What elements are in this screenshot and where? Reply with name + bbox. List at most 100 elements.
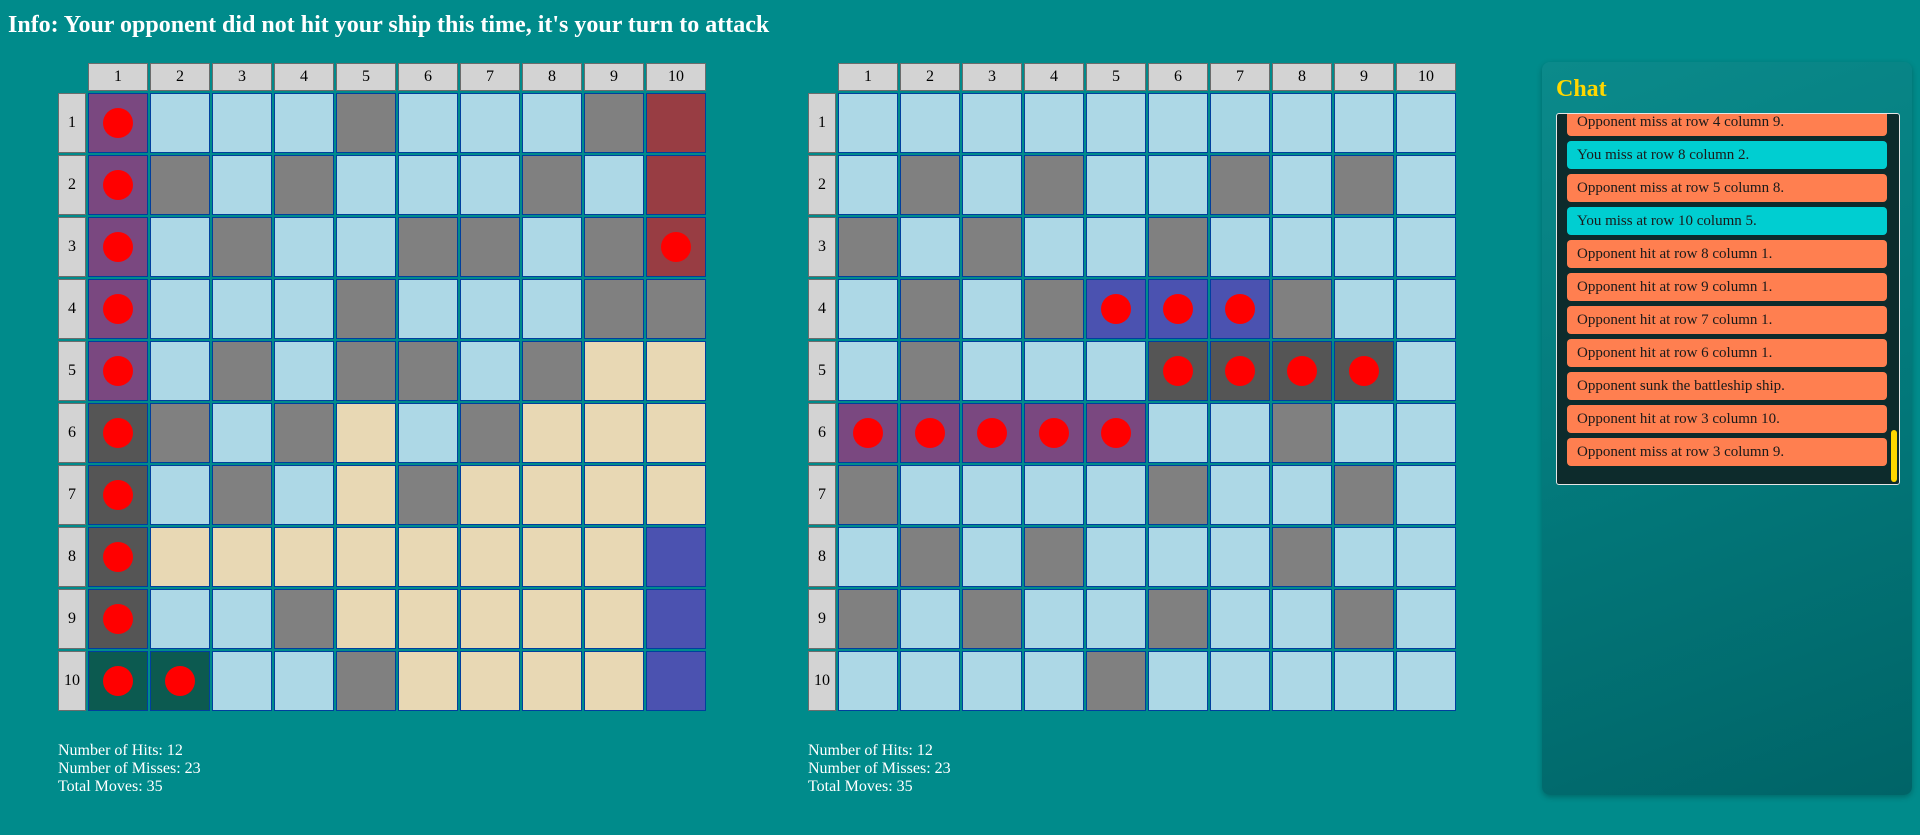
grid-cell[interactable] [1396,155,1456,215]
grid-cell[interactable] [1148,279,1208,339]
grid-cell[interactable] [900,527,960,587]
grid-cell[interactable] [1148,341,1208,401]
grid-cell[interactable] [1396,279,1456,339]
grid-cell[interactable] [1334,279,1394,339]
grid-cell[interactable] [1396,341,1456,401]
grid-cell[interactable] [1272,341,1332,401]
grid-cell[interactable] [1148,93,1208,153]
grid-cell[interactable] [838,217,898,277]
grid-cell[interactable] [900,279,960,339]
grid-cell[interactable] [1148,155,1208,215]
grid-cell[interactable] [1148,403,1208,463]
grid-cell[interactable] [1210,93,1270,153]
grid-cell[interactable] [1086,279,1146,339]
grid-cell[interactable] [1210,341,1270,401]
grid-cell[interactable] [838,93,898,153]
grid-cell[interactable] [1024,279,1084,339]
grid-cell[interactable] [962,527,1022,587]
grid-cell[interactable] [1272,465,1332,525]
grid-cell[interactable] [1334,589,1394,649]
grid-cell[interactable] [1334,155,1394,215]
grid-cell[interactable] [1024,527,1084,587]
grid-cell[interactable] [1210,465,1270,525]
chat-scrollbar[interactable] [1891,430,1897,482]
grid-cell[interactable] [962,651,1022,711]
grid-cell[interactable] [1024,651,1084,711]
grid-cell[interactable] [1210,403,1270,463]
grid-cell[interactable] [1086,341,1146,401]
grid-cell[interactable] [1272,155,1332,215]
grid-cell[interactable] [900,465,960,525]
grid-cell[interactable] [1086,465,1146,525]
grid-cell[interactable] [1024,589,1084,649]
grid-cell[interactable] [838,403,898,463]
grid-cell[interactable] [1396,465,1456,525]
grid-cell[interactable] [1334,527,1394,587]
grid-cell[interactable] [1086,527,1146,587]
grid-cell[interactable] [1210,279,1270,339]
grid-cell[interactable] [1272,589,1332,649]
grid-cell[interactable] [1086,589,1146,649]
grid-cell[interactable] [962,279,1022,339]
grid-cell[interactable] [1396,93,1456,153]
grid-cell[interactable] [1210,651,1270,711]
grid-cell[interactable] [900,341,960,401]
grid-cell[interactable] [1148,651,1208,711]
grid-cell[interactable] [1272,93,1332,153]
grid-cell[interactable] [962,403,1022,463]
grid-cell[interactable] [1334,217,1394,277]
grid-cell[interactable] [1024,465,1084,525]
grid-cell[interactable] [1272,527,1332,587]
grid-cell[interactable] [1334,341,1394,401]
grid-cell[interactable] [1272,651,1332,711]
grid-cell[interactable] [962,465,1022,525]
grid-cell[interactable] [1148,217,1208,277]
grid-cell[interactable] [1024,155,1084,215]
grid-cell[interactable] [1148,589,1208,649]
grid-cell[interactable] [1024,217,1084,277]
grid-cell[interactable] [838,465,898,525]
grid-cell[interactable] [1210,527,1270,587]
grid-cell[interactable] [900,403,960,463]
grid-cell[interactable] [1210,217,1270,277]
grid-cell[interactable] [838,155,898,215]
grid-cell[interactable] [962,217,1022,277]
grid-cell[interactable] [838,651,898,711]
grid-cell[interactable] [962,93,1022,153]
grid-cell[interactable] [838,279,898,339]
grid-cell[interactable] [962,341,1022,401]
grid-cell[interactable] [1272,217,1332,277]
grid-cell[interactable] [962,589,1022,649]
grid-cell[interactable] [838,341,898,401]
grid-cell[interactable] [1086,217,1146,277]
grid-cell[interactable] [1148,527,1208,587]
grid-cell[interactable] [1334,465,1394,525]
grid-cell[interactable] [1086,403,1146,463]
grid-cell[interactable] [962,155,1022,215]
grid-cell[interactable] [1334,93,1394,153]
grid-cell[interactable] [1334,651,1394,711]
grid-cell[interactable] [900,651,960,711]
grid-cell[interactable] [1272,279,1332,339]
grid-cell[interactable] [1396,217,1456,277]
grid-cell[interactable] [900,155,960,215]
grid-cell[interactable] [1210,155,1270,215]
grid-cell[interactable] [1272,403,1332,463]
grid-cell[interactable] [1086,93,1146,153]
grid-cell[interactable] [1396,589,1456,649]
grid-cell[interactable] [1396,403,1456,463]
grid-cell[interactable] [900,589,960,649]
grid-cell[interactable] [1210,589,1270,649]
grid-cell[interactable] [1024,93,1084,153]
grid-cell[interactable] [838,527,898,587]
grid-cell[interactable] [1396,651,1456,711]
grid-cell[interactable] [1024,403,1084,463]
chat-log[interactable]: Opponent miss at row 4 column 9. You miss… [1556,113,1900,485]
grid-cell[interactable] [1086,155,1146,215]
grid-cell[interactable] [1396,527,1456,587]
grid-cell[interactable] [838,589,898,649]
grid-cell[interactable] [900,217,960,277]
grid-cell[interactable] [1334,403,1394,463]
grid-cell[interactable] [900,93,960,153]
grid-cell[interactable] [1024,341,1084,401]
